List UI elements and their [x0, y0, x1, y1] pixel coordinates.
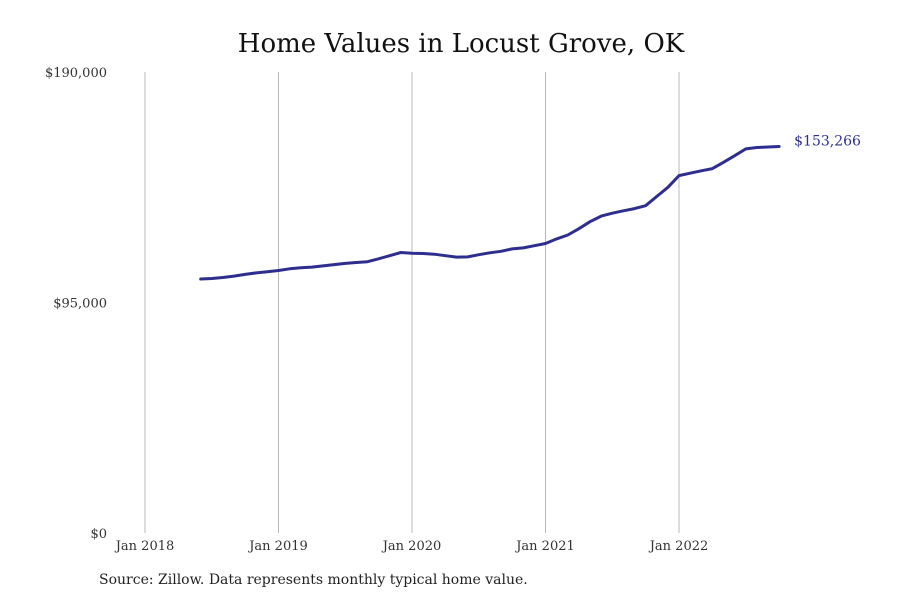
x-tick-label: Jan 2018: [114, 539, 175, 554]
y-tick-label: $95,000: [53, 297, 107, 312]
y-tick-label: $190,000: [45, 66, 107, 81]
chart-title: Home Values in Locust Grove, OK: [238, 29, 685, 59]
x-tick-label: Jan 2021: [514, 539, 575, 554]
source-note: Source: Zillow. Data represents monthly …: [99, 572, 528, 588]
vertical-gridlines: [144, 72, 680, 533]
y-tick-label: $0: [90, 527, 107, 542]
x-tick-label: Jan 2022: [648, 539, 709, 554]
x-tick-label: Jan 2020: [381, 539, 442, 554]
latest-value-label: $153,266: [794, 133, 861, 149]
x-tick-label: Jan 2019: [247, 539, 308, 554]
x-axis-tick-labels: Jan 2018 Jan 2019 Jan 2020 Jan 2021 Jan 2022: [114, 539, 709, 554]
y-axis-tick-labels: $0 $95,000 $190,000: [45, 66, 107, 542]
home-value-series-line: [199, 145, 781, 281]
